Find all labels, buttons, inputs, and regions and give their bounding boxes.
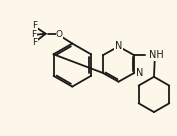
- Text: F: F: [31, 30, 36, 39]
- Text: N: N: [136, 68, 143, 78]
- Text: F: F: [32, 21, 37, 30]
- Text: F: F: [32, 38, 37, 47]
- Text: NH: NH: [149, 50, 164, 60]
- Text: N: N: [115, 41, 122, 51]
- Text: O: O: [56, 30, 63, 39]
